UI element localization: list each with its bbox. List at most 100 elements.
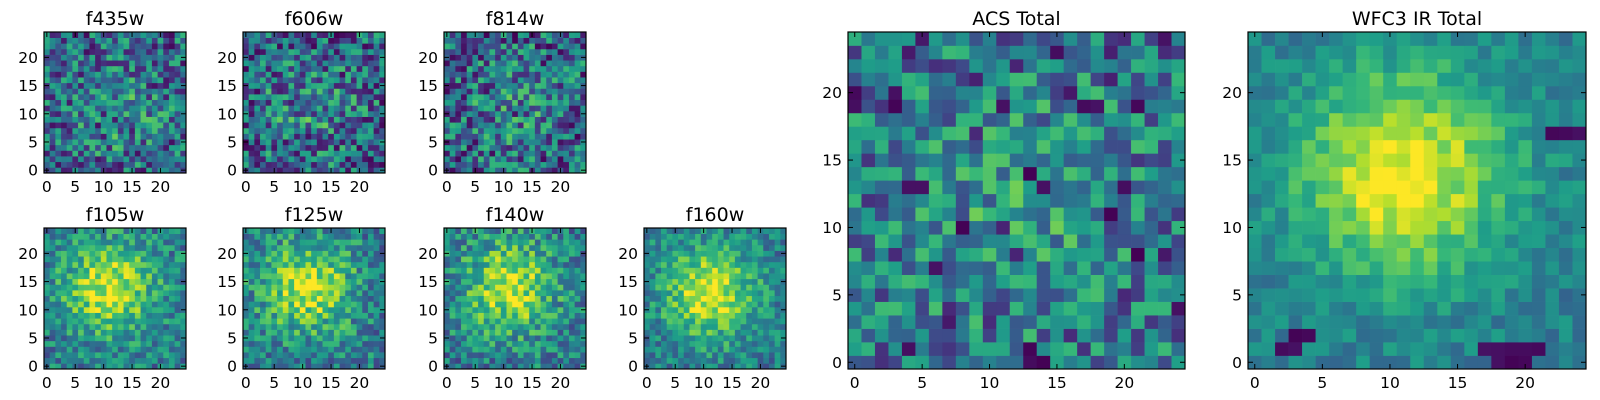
heatmap-cell: [506, 161, 513, 168]
heatmap-cell: [780, 312, 787, 319]
heatmap-cell: [271, 261, 278, 268]
heatmap-cell: [540, 88, 547, 95]
heatmap-cell: [1077, 234, 1091, 249]
heatmap-cell: [140, 250, 147, 257]
heatmap-cell: [362, 352, 369, 359]
heatmap-cell: [915, 193, 930, 208]
heatmap-cell: [449, 301, 456, 308]
heatmap-cell: [444, 94, 451, 101]
heatmap-cell: [163, 357, 170, 364]
heatmap-cell: [455, 267, 462, 274]
heatmap-cell: [311, 346, 318, 353]
heatmap-cell: [461, 122, 468, 129]
y-tick-label: 10: [18, 105, 38, 123]
heatmap-cell: [466, 329, 473, 336]
heatmap-cell: [982, 247, 997, 262]
heatmap-cell: [969, 234, 984, 249]
heatmap-cell: [362, 37, 369, 44]
heatmap-cell: [644, 357, 651, 364]
heatmap-cell: [540, 94, 547, 101]
heatmap-cell: [350, 335, 357, 342]
heatmap-cell: [106, 43, 113, 50]
heatmap-cell: [83, 161, 90, 168]
heatmap-cell: [1023, 315, 1038, 329]
heatmap-cell: [478, 312, 485, 319]
heatmap-cell: [655, 256, 662, 263]
heatmap-cell: [523, 167, 530, 174]
heatmap-cell: [49, 323, 56, 330]
heatmap-cell: [461, 256, 468, 263]
heatmap-cell: [61, 122, 68, 129]
heatmap-cell: [277, 250, 284, 257]
heatmap-cell: [472, 161, 479, 168]
heatmap-cell: [146, 306, 153, 313]
heatmap-cell: [757, 357, 764, 364]
heatmap-cell: [333, 233, 340, 240]
heatmap-cell: [106, 306, 113, 313]
heatmap-cell: [712, 250, 719, 257]
heatmap-cell: [928, 234, 943, 249]
y-tick-label: 20: [418, 245, 438, 263]
heatmap-cell: [157, 244, 164, 251]
heatmap-cell: [649, 233, 656, 240]
heatmap-cell: [316, 71, 323, 78]
heatmap-cell: [534, 273, 541, 280]
heatmap-cell: [243, 99, 250, 106]
heatmap-cell: [78, 133, 85, 140]
heatmap-cell: [1023, 328, 1038, 343]
heatmap-cell: [350, 144, 357, 151]
heatmap-cell: [49, 99, 56, 106]
heatmap-cell: [66, 290, 73, 297]
heatmap-cell: [461, 233, 468, 240]
heatmap-cell: [540, 340, 547, 347]
heatmap-cell: [644, 239, 651, 246]
heatmap-cell: [311, 156, 318, 163]
heatmap-cell: [151, 244, 158, 251]
heatmap-cell: [1131, 220, 1145, 235]
heatmap-cell: [655, 244, 662, 251]
heatmap-cell: [512, 256, 519, 263]
heatmap-cell: [168, 116, 175, 123]
heatmap-cell: [517, 261, 524, 268]
heatmap-cell: [523, 139, 530, 146]
heatmap-cell: [568, 156, 575, 163]
heatmap-cell: [100, 267, 107, 274]
heatmap-cell: [140, 312, 147, 319]
heatmap-cell: [78, 150, 85, 157]
heatmap-cell: [534, 250, 541, 257]
heatmap-cell: [112, 244, 119, 251]
heatmap-cell: [746, 239, 753, 246]
heatmap-cell: [333, 127, 340, 134]
heatmap-cell: [751, 273, 758, 280]
heatmap-cell: [140, 261, 147, 268]
heatmap-cell: [174, 150, 181, 157]
heatmap-cell: [1158, 234, 1172, 249]
heatmap-cell: [89, 82, 96, 89]
heatmap-cell: [123, 133, 130, 140]
heatmap-cell: [243, 37, 250, 44]
heatmap-cell: [666, 250, 673, 257]
heatmap-cell: [466, 48, 473, 55]
heatmap-cell: [123, 278, 130, 285]
heatmap-cell: [574, 94, 581, 101]
heatmap-cell: [483, 290, 490, 297]
heatmap-cell: [271, 233, 278, 240]
heatmap-cell: [874, 274, 889, 289]
heatmap-cell: [140, 37, 147, 44]
heatmap-cell: [706, 256, 713, 263]
heatmap-cell: [746, 267, 753, 274]
heatmap-cell: [478, 139, 485, 146]
heatmap-cell: [333, 77, 340, 84]
heatmap-cell: [95, 352, 102, 359]
heatmap-cell: [339, 82, 346, 89]
heatmap-cell: [580, 60, 587, 67]
heatmap-cell: [157, 54, 164, 61]
heatmap-cell: [180, 37, 187, 44]
heatmap-cell: [774, 295, 781, 302]
heatmap-cell: [461, 340, 468, 347]
heatmap-cell: [969, 328, 984, 343]
heatmap-cell: [1077, 355, 1091, 370]
heatmap-cell: [551, 335, 558, 342]
heatmap-cell: [271, 43, 278, 50]
heatmap-cell: [282, 77, 289, 84]
